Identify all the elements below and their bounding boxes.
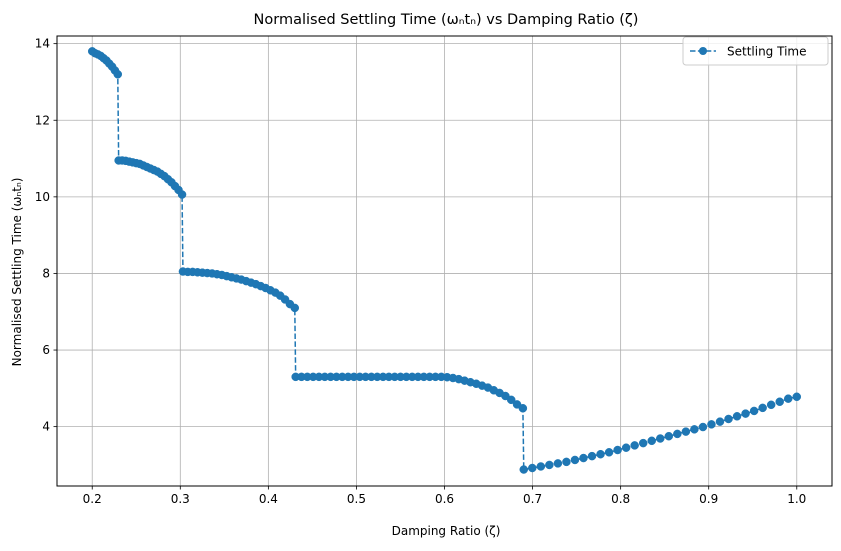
x-tick-label: 0.7 xyxy=(523,492,542,506)
y-axis-label: Normalised Settling Time (ωₙtₙ) xyxy=(10,178,24,367)
x-tick-label: 0.9 xyxy=(699,492,718,506)
y-tick-label: 8 xyxy=(42,266,50,280)
y-tick-label: 14 xyxy=(35,37,50,51)
data-point xyxy=(570,455,580,465)
y-tick-label: 4 xyxy=(42,420,50,434)
data-point xyxy=(630,441,639,450)
data-point xyxy=(792,392,802,402)
data-point xyxy=(715,417,725,426)
data-point xyxy=(518,404,528,413)
data-point xyxy=(528,463,537,473)
data-point xyxy=(621,443,631,452)
x-tick-label: 0.6 xyxy=(435,492,454,506)
data-point xyxy=(604,448,614,457)
data-point xyxy=(506,395,516,405)
data-point xyxy=(656,434,665,443)
ticks: 0.2 0.3 0.4 0.5 0.6 0.7 0.8 0.9 1.0 4 6 8 10 12 14 xyxy=(35,37,807,506)
data-point xyxy=(613,445,622,455)
x-tick-label: 0.4 xyxy=(259,492,278,506)
data-point xyxy=(724,414,733,424)
data-point xyxy=(775,397,784,406)
data-point xyxy=(698,422,708,432)
data-point xyxy=(596,449,605,459)
data-point xyxy=(638,438,648,448)
data-point xyxy=(664,431,674,441)
x-tick-label: 0.8 xyxy=(611,492,630,506)
y-tick-label: 10 xyxy=(35,190,50,204)
x-tick-label: 0.5 xyxy=(347,492,366,506)
data-point xyxy=(681,427,691,436)
data-point xyxy=(579,453,588,463)
x-tick-label: 1.0 xyxy=(787,492,806,506)
data-point xyxy=(647,436,656,446)
data-point xyxy=(766,400,776,410)
data-point xyxy=(562,457,571,467)
data-point xyxy=(290,303,300,313)
data-point xyxy=(749,406,759,416)
data-point xyxy=(732,412,742,421)
data-point xyxy=(758,403,767,413)
data-point xyxy=(707,420,716,429)
legend-marker-sample xyxy=(699,47,707,55)
data-point xyxy=(536,462,546,471)
data-point xyxy=(519,465,529,474)
data-point xyxy=(553,459,563,468)
y-tick-label: 12 xyxy=(35,113,50,127)
data-point xyxy=(783,394,793,403)
data-point xyxy=(690,425,699,434)
x-tick-label: 0.2 xyxy=(83,492,102,506)
x-tick-label: 0.3 xyxy=(171,492,190,506)
data-point xyxy=(545,460,554,470)
legend-box xyxy=(682,36,829,66)
y-tick-label: 6 xyxy=(42,343,50,357)
legend-entry-settling-time: Settling Time xyxy=(727,45,806,59)
data-point xyxy=(741,409,750,418)
x-axis-label: Damping Ratio (ζ) xyxy=(392,524,501,538)
data-point xyxy=(177,190,187,199)
chart-title: Normalised Settling Time (ωₙtₙ) vs Dampi… xyxy=(254,12,639,28)
legend: Settling Time xyxy=(682,36,829,66)
series-layer xyxy=(87,47,802,474)
data-point xyxy=(587,451,597,461)
data-point xyxy=(673,429,682,439)
data-point xyxy=(113,70,123,79)
